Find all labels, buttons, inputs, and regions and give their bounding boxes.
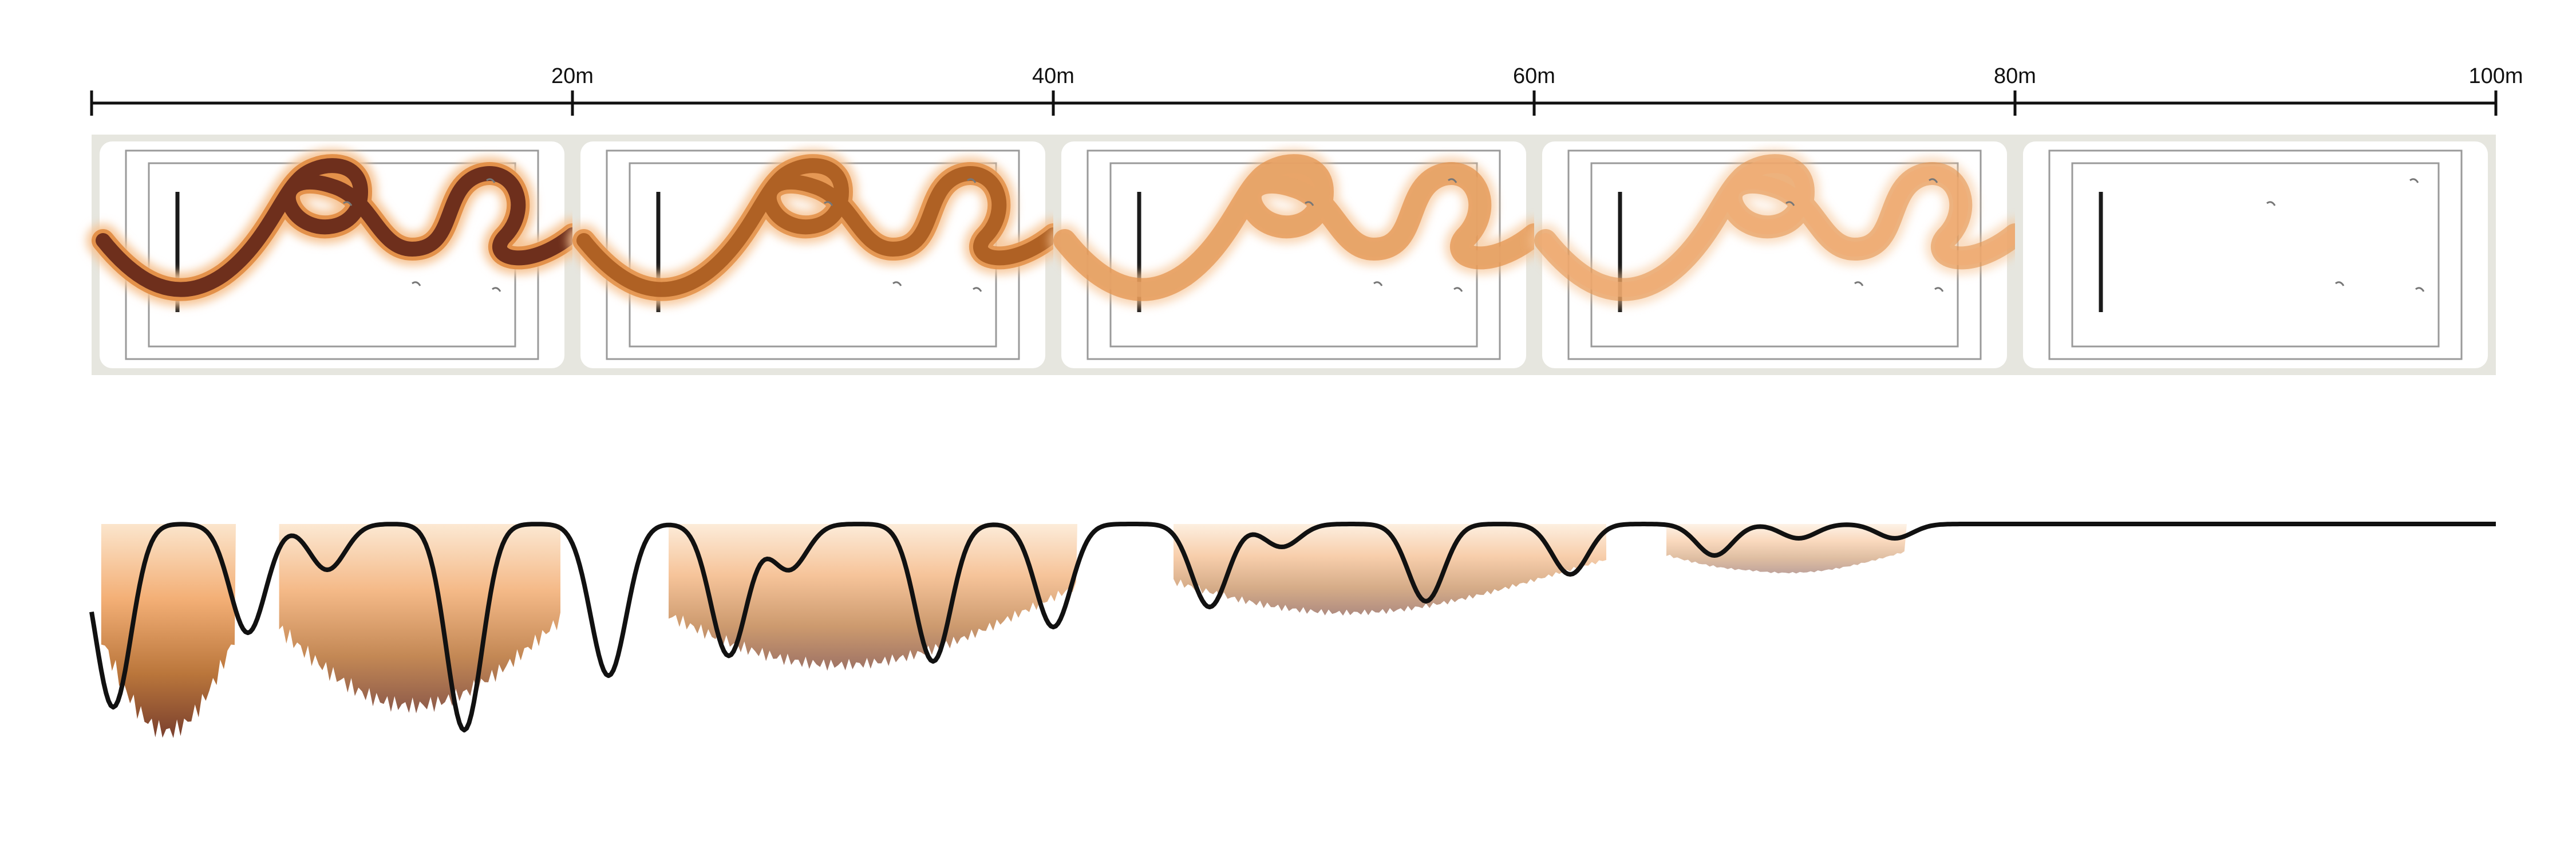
panel bbox=[567, 135, 1070, 375]
debris-mark bbox=[2415, 287, 2425, 292]
debris-mark bbox=[1854, 281, 1864, 286]
profile-curve bbox=[89, 522, 2496, 732]
meander-core bbox=[96, 158, 580, 297]
debris-mark bbox=[412, 281, 421, 286]
debris-mark bbox=[486, 178, 496, 183]
debris-mark bbox=[1785, 201, 1795, 206]
debris-mark bbox=[2409, 178, 2419, 183]
meander-core bbox=[576, 158, 1061, 297]
panel bbox=[1048, 135, 1551, 375]
panel-row bbox=[86, 135, 2496, 375]
debris-mark bbox=[1934, 287, 1944, 292]
debris-mark bbox=[2266, 201, 2276, 206]
deposit-fill bbox=[279, 524, 560, 714]
scale-tick-label: 20m bbox=[551, 64, 594, 88]
panel-inner-line bbox=[2071, 162, 2440, 348]
deposit-fill bbox=[1666, 524, 1907, 574]
scale-tick-label: 80m bbox=[1994, 64, 2036, 88]
deposit-fill bbox=[101, 524, 236, 738]
distance-scale: 20m 40m 60m 80m 100m bbox=[90, 64, 2523, 116]
debris-mark bbox=[892, 281, 902, 286]
debris-mark bbox=[824, 201, 833, 206]
panel bbox=[2015, 135, 2496, 375]
scale-tick-label: 40m bbox=[1032, 64, 1074, 88]
scale-tick-label: 100m bbox=[2468, 64, 2523, 88]
debris-mark bbox=[2335, 281, 2345, 286]
debris-mark bbox=[1929, 178, 1938, 183]
panel bbox=[1529, 135, 2032, 375]
debris-mark bbox=[343, 201, 353, 206]
debris-mark bbox=[967, 178, 977, 183]
panel-field bbox=[2023, 141, 2488, 368]
meander-core bbox=[1057, 158, 1542, 297]
debris-mark bbox=[1373, 281, 1383, 286]
deposit-fill bbox=[669, 524, 1077, 671]
debris-mark bbox=[492, 287, 501, 292]
panel-outer-line bbox=[2048, 149, 2463, 360]
debris-mark bbox=[1305, 201, 1314, 206]
debris-mark bbox=[1448, 178, 1457, 183]
panel bbox=[86, 135, 589, 375]
scale-tick-label: 60m bbox=[1513, 64, 1555, 88]
depth-profile bbox=[89, 522, 2496, 738]
debris-mark bbox=[1453, 287, 1463, 292]
debris-mark bbox=[973, 287, 982, 292]
meander-core bbox=[1538, 158, 2022, 297]
